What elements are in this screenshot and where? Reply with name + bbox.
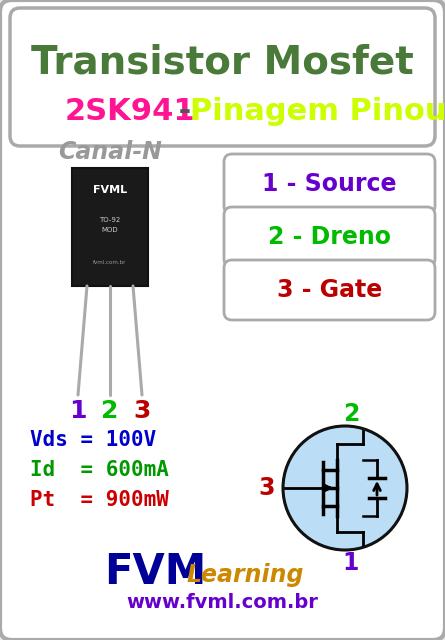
Text: 1: 1 — [343, 551, 359, 575]
Text: Pt  = 900mW: Pt = 900mW — [30, 490, 169, 510]
Text: 1 - Source: 1 - Source — [262, 172, 397, 196]
Text: 2 - Dreno: 2 - Dreno — [268, 225, 391, 249]
Text: 3: 3 — [134, 399, 151, 423]
Circle shape — [283, 426, 407, 550]
Text: Learning: Learning — [186, 563, 303, 587]
Text: 2SK941: 2SK941 — [65, 97, 196, 127]
Text: Id  = 600mA: Id = 600mA — [30, 460, 169, 480]
Text: FVML: FVML — [93, 185, 127, 195]
Text: 3 - Gate: 3 - Gate — [277, 278, 382, 302]
Text: 2: 2 — [101, 399, 119, 423]
Text: 1: 1 — [69, 399, 87, 423]
Text: fvml.com.br: fvml.com.br — [93, 260, 127, 266]
FancyBboxPatch shape — [224, 207, 435, 267]
Text: 3: 3 — [259, 476, 275, 500]
Text: 2: 2 — [343, 402, 359, 426]
Text: MOD: MOD — [102, 227, 118, 233]
FancyBboxPatch shape — [224, 260, 435, 320]
Text: www.fvml.com.br: www.fvml.com.br — [126, 593, 318, 611]
Text: -: - — [168, 97, 202, 127]
Text: TO-92: TO-92 — [99, 217, 121, 223]
Text: Transistor Mosfet: Transistor Mosfet — [31, 43, 413, 81]
Text: FVM: FVM — [104, 551, 206, 593]
FancyBboxPatch shape — [224, 154, 435, 214]
Text: Pinagem Pinout: Pinagem Pinout — [190, 97, 445, 127]
FancyBboxPatch shape — [72, 168, 148, 286]
Text: Vds = 100V: Vds = 100V — [30, 430, 156, 450]
FancyBboxPatch shape — [10, 8, 435, 146]
Text: Canal-N: Canal-N — [58, 140, 162, 164]
